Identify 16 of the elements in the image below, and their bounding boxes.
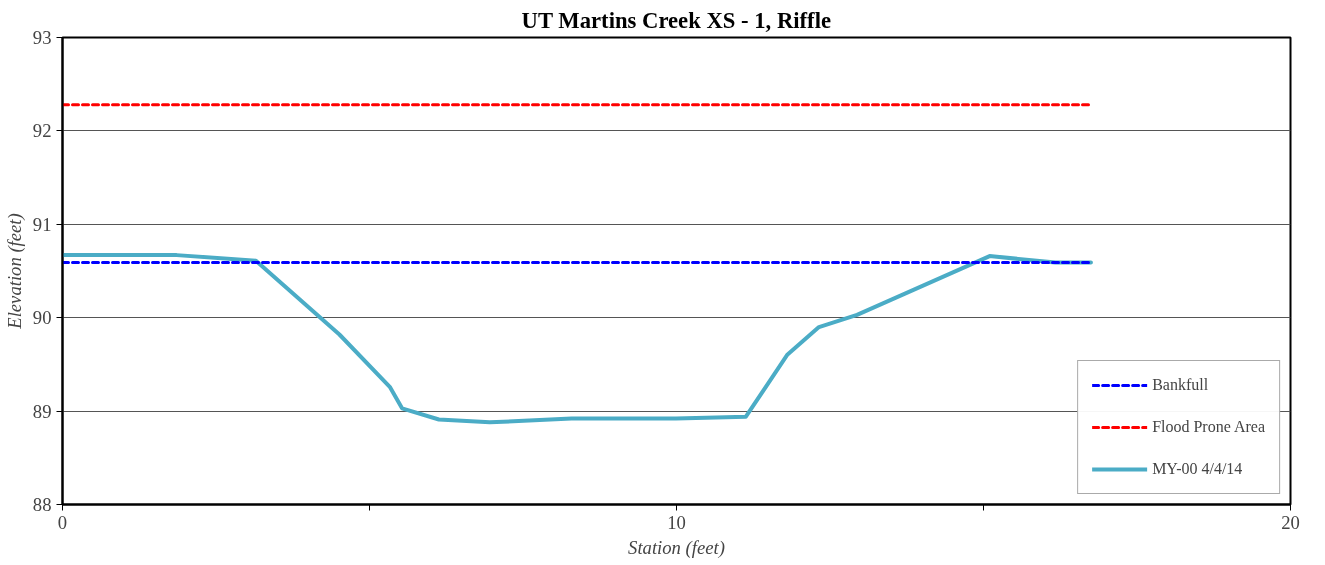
chart-title: UT Martins Creek XS - 1, Riffle (521, 7, 831, 33)
y-tick-label: 92 (32, 120, 52, 142)
x-tick-label: 0 (57, 511, 68, 533)
y-axis-title: Elevation (feet) (3, 213, 26, 330)
legend-label: Bankfull (1152, 376, 1209, 394)
x-axis-title: Station (feet) (628, 536, 725, 559)
x-tick-label: 20 (1281, 511, 1300, 533)
y-tick-label: 91 (32, 213, 52, 235)
legend-label: MY-00 4/4/14 (1152, 460, 1243, 478)
line-series (62, 253, 1093, 425)
y-tick-label: 90 (32, 307, 52, 329)
y-tick-label: 93 (32, 27, 52, 48)
legend-label: Flood Prone Area (1152, 418, 1265, 436)
y-tick-label: 89 (32, 400, 52, 422)
y-tick-label: 88 (32, 494, 52, 515)
x-tick-label: 10 (667, 511, 686, 533)
